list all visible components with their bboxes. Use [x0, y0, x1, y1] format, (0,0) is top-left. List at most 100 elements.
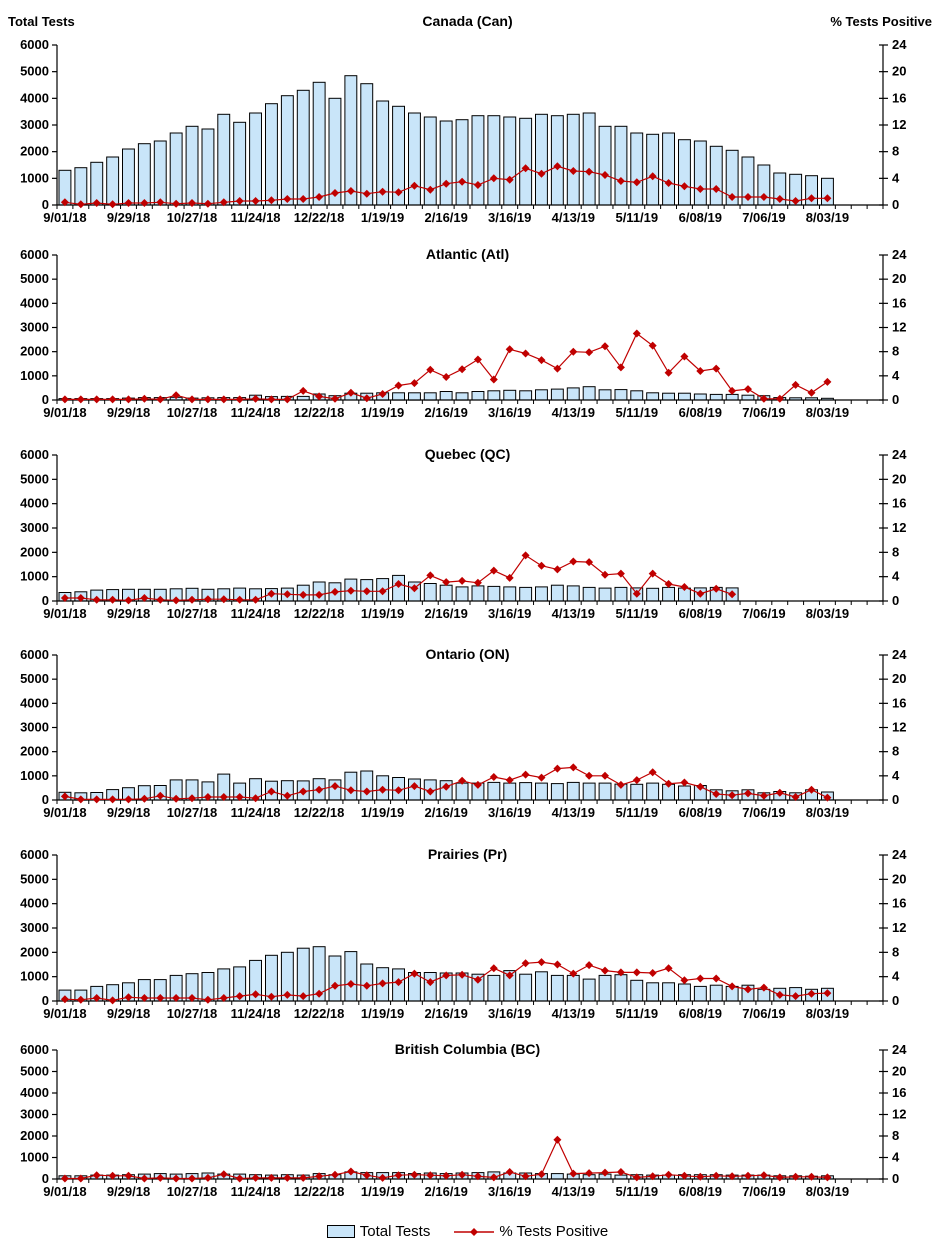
- x-tick-label: 9/01/18: [43, 606, 86, 621]
- x-tick-label: 10/27/18: [167, 210, 218, 225]
- total-tests-bar: [582, 586, 596, 602]
- pct-positive-marker: [60, 995, 69, 1004]
- pct-positive-marker: [601, 570, 609, 579]
- pct-positive-marker: [728, 791, 737, 800]
- pct-positive-marker: [632, 1173, 641, 1182]
- pct-positive-marker: [331, 394, 339, 403]
- pct-positive-marker: [775, 195, 784, 203]
- pct-positive-marker: [537, 356, 546, 365]
- total-tests-bar: [725, 393, 739, 401]
- pct-positive-marker: [505, 1168, 514, 1176]
- pct-positive-marker: [203, 395, 212, 404]
- x-tick-label: 5/11/19: [615, 1184, 658, 1199]
- pct-positive-marker: [124, 1171, 133, 1180]
- pct-positive-marker: [267, 1173, 276, 1182]
- pct-positive-marker: [108, 200, 117, 209]
- pct-positive-marker: [553, 1135, 562, 1144]
- pct-positive-marker: [172, 199, 181, 208]
- pct-positive-marker: [712, 584, 721, 593]
- y-right-tick-label: 4: [892, 768, 900, 783]
- x-tick-label: 4/13/19: [552, 606, 595, 621]
- pct-positive-marker: [394, 580, 403, 588]
- y-right-tick-label: 16: [892, 90, 906, 105]
- pct-positive-marker: [124, 199, 133, 207]
- pct-positive-marker: [235, 793, 244, 801]
- total-tests-bar: [265, 103, 278, 206]
- pct-positive-marker: [331, 189, 339, 197]
- y-right-tick-label: 4: [892, 1150, 900, 1165]
- pct-positive-marker: [759, 193, 768, 201]
- y-left-tick-label: 4000: [20, 896, 49, 911]
- pct-positive-marker: [728, 590, 737, 599]
- pct-positive-marker: [537, 561, 546, 570]
- pct-positive-marker: [283, 590, 292, 599]
- total-tests-bar: [122, 148, 135, 206]
- pct-positive-marker: [299, 787, 308, 796]
- pct-positive-marker: [696, 782, 705, 791]
- total-tests-bar: [503, 782, 517, 801]
- pct-positive-marker: [823, 194, 832, 203]
- y-left-tick-label: 2000: [20, 1128, 49, 1143]
- y-left-tick-label: 6000: [20, 1042, 49, 1057]
- pct-positive-marker: [362, 394, 371, 403]
- y-left-tick-label: 4000: [20, 695, 49, 710]
- pct-positive-marker: [569, 969, 578, 978]
- pct-positive-marker: [791, 380, 800, 389]
- x-tick-label: 1/19/19: [361, 606, 404, 621]
- pct-positive-marker: [489, 566, 498, 575]
- pct-positive-marker: [712, 185, 721, 193]
- pct-positive-marker: [521, 551, 530, 560]
- legend-line-marker-icon: [454, 1227, 495, 1236]
- total-tests-bar: [519, 973, 533, 1002]
- pct-positive-marker: [219, 198, 228, 207]
- pct-positive-marker: [188, 595, 196, 604]
- pct-positive-marker: [219, 994, 228, 1002]
- pct-positive-marker: [346, 786, 355, 795]
- total-tests-bar: [296, 89, 310, 206]
- panel-quebec: Quebec (QC) 0 1000 2000 3000 4000 5000 6000 0 4 8…: [0, 440, 935, 623]
- total-tests-bar: [423, 972, 437, 1002]
- total-tests-bar: [360, 770, 374, 801]
- total-tests-bar: [598, 782, 612, 801]
- total-tests-bar: [535, 113, 548, 206]
- pct-positive-marker: [648, 172, 657, 181]
- pct-positive-marker: [378, 587, 387, 596]
- x-tick-label: 12/22/18: [294, 606, 345, 621]
- total-tests-bar: [550, 1173, 564, 1180]
- pct-positive-marker: [76, 1174, 85, 1183]
- pct-positive-marker: [156, 1173, 165, 1182]
- chart-atlantic: 0 1000 2000 3000 4000 5000 6000 0 4 8 12 16 20 24 9/01…: [20, 247, 907, 420]
- panel-canada: Total Tests Canada (Can) % Tests Positiv…: [0, 0, 935, 228]
- x-tick-label: 2/16/19: [425, 1184, 468, 1199]
- pct-positive-marker: [458, 576, 467, 585]
- pct-positive-marker: [235, 197, 244, 205]
- total-tests-bar: [662, 132, 675, 206]
- x-tick-label: 8/03/19: [806, 210, 849, 225]
- pct-positive-marker: [140, 1174, 149, 1183]
- pct-positive-marker: [410, 1170, 419, 1179]
- y-left-tick-label: 2000: [20, 144, 49, 159]
- pct-positive-marker: [124, 795, 133, 804]
- total-tests-bar: [201, 128, 215, 206]
- pct-positive-marker: [60, 792, 69, 801]
- x-tick-label: 11/24/18: [231, 1184, 281, 1199]
- pct-positive-marker: [188, 994, 196, 1002]
- x-tick-label: 11/24/18: [231, 210, 281, 225]
- pct-positive-marker: [251, 990, 260, 999]
- pct-positive-marker: [585, 1169, 594, 1178]
- y-left-tick-label: 3000: [20, 720, 49, 735]
- total-tests-bar: [137, 143, 151, 206]
- total-tests-bar: [392, 392, 406, 401]
- pct-positive-marker: [315, 590, 324, 599]
- pct-positive-marker: [489, 1173, 498, 1182]
- total-tests-bar: [566, 781, 580, 801]
- left-axis-title: Total Tests: [8, 14, 75, 29]
- pct-positive-marker: [426, 1171, 435, 1180]
- pct-positive-marker: [188, 1174, 196, 1183]
- pct-positive-marker: [537, 958, 546, 967]
- pct-positive-marker: [124, 993, 133, 1002]
- total-tests-bar: [566, 585, 580, 602]
- panel-british-columbia: British Columbia (BC) 0 1000 2000 3000 4000 5…: [0, 1035, 935, 1203]
- pct-positive-marker: [251, 197, 260, 205]
- pct-positive-marker: [283, 195, 292, 203]
